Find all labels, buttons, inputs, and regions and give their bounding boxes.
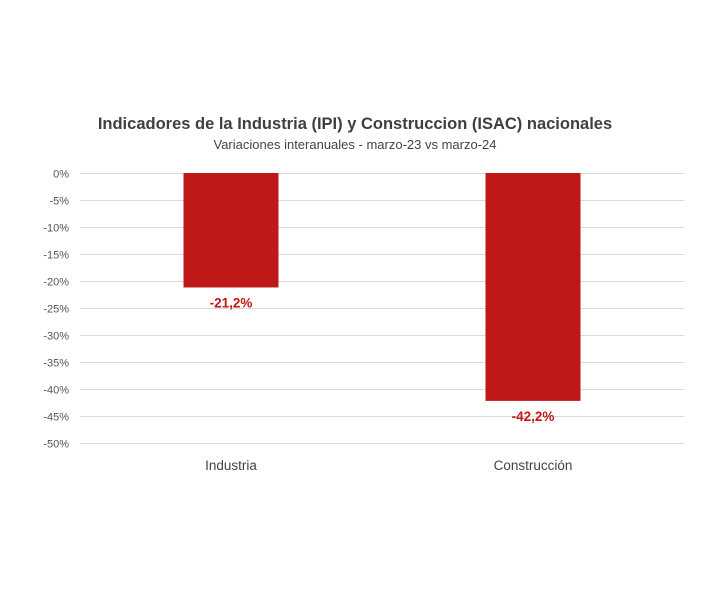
y-tick-label: -25% — [43, 304, 69, 316]
data-label: -21,2% — [210, 295, 253, 310]
y-tick-label: -45% — [43, 412, 69, 424]
y-tick-label: -35% — [43, 358, 69, 370]
x-category-label: Construcción — [494, 458, 573, 473]
y-tick-label: -10% — [43, 223, 69, 235]
gridlines — [80, 173, 684, 444]
y-tick-label: -30% — [43, 331, 69, 343]
y-tick-label: 0% — [53, 169, 69, 181]
data-label: -42,2% — [512, 409, 555, 424]
data-labels: -21,2% -42,2% — [210, 295, 555, 423]
y-tick-label: -50% — [43, 439, 69, 451]
bar — [485, 173, 581, 401]
y-tick-label: -15% — [43, 250, 69, 262]
chart-title: Indicadores de la Industria (IPI) y Cons… — [98, 115, 612, 133]
chart-subtitle: Variaciones interanuales - marzo-23 vs m… — [214, 137, 497, 152]
y-tick-label: -40% — [43, 385, 69, 397]
y-tick-label: -5% — [49, 196, 69, 208]
y-axis-ticks: 0% -5% -10% -15% -20% -25% -30% -35% -40% -45% -50… — [43, 169, 69, 451]
bars — [183, 173, 581, 401]
x-category-label: Industria — [205, 458, 257, 473]
bar — [183, 173, 279, 288]
y-tick-label: -20% — [43, 277, 69, 289]
x-axis-categories: Industria Construcción — [205, 458, 572, 473]
